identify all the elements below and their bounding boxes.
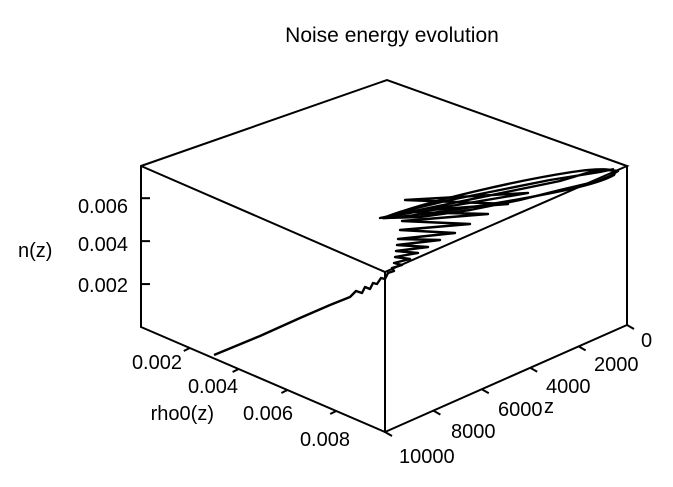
z-tick-label-0: 0 bbox=[641, 330, 652, 352]
z-tick-0 bbox=[626, 324, 635, 330]
n-tick-label-0.006: 0.006 bbox=[78, 196, 128, 218]
n-axis-label: n(z) bbox=[18, 240, 52, 262]
noise-energy-curve-loop bbox=[381, 168, 616, 220]
rho-axis: 0.002 0.004 rho0(z) 0.006 0.008 bbox=[132, 352, 350, 451]
noise-energy-curve-main bbox=[213, 167, 620, 357]
n-tick-label-0.004: 0.004 bbox=[78, 234, 128, 256]
axis-ticks bbox=[141, 197, 635, 437]
rho-axis-label: rho0(z) bbox=[151, 403, 214, 425]
rho-tick-0.006 bbox=[280, 389, 288, 394]
rho-tick-label-0.002: 0.002 bbox=[132, 352, 182, 374]
z-axis-label: z bbox=[544, 396, 554, 418]
data-curve-group bbox=[213, 167, 620, 357]
z-tick-label-6000: 6000 bbox=[498, 399, 543, 421]
rho-tick-label-0.006: 0.006 bbox=[243, 403, 293, 425]
z-tick-4000 bbox=[529, 366, 538, 373]
rho-tick-0.008 bbox=[329, 410, 337, 415]
rho-axis-line bbox=[140, 326, 386, 433]
z-tick-6000 bbox=[481, 388, 490, 395]
n-tick-label-0.002: 0.002 bbox=[78, 275, 128, 297]
bounding-box bbox=[140, 78, 630, 433]
n-axis: n(z) 0.006 0.004 0.002 bbox=[18, 196, 128, 297]
z-tick-label-10000: 10000 bbox=[399, 446, 455, 468]
z-axis: 0 2000 4000 6000 z 8000 10000 bbox=[399, 330, 652, 468]
rho-tick-0.002 bbox=[183, 347, 191, 352]
chart-title: Noise energy evolution bbox=[285, 24, 499, 47]
z-axis-line bbox=[384, 324, 628, 433]
rho-tick-label-0.008: 0.008 bbox=[300, 429, 350, 451]
z-tick-label-8000: 8000 bbox=[451, 421, 496, 443]
z-tick-8000 bbox=[432, 409, 441, 416]
z-tick-label-4000: 4000 bbox=[546, 376, 591, 398]
rho-tick-label-0.004: 0.004 bbox=[188, 376, 238, 398]
z-tick-2000 bbox=[578, 345, 587, 352]
z-tick-label-2000: 2000 bbox=[594, 354, 639, 376]
rho-tick-0.004 bbox=[232, 368, 240, 373]
z-tick-10000 bbox=[384, 431, 393, 437]
